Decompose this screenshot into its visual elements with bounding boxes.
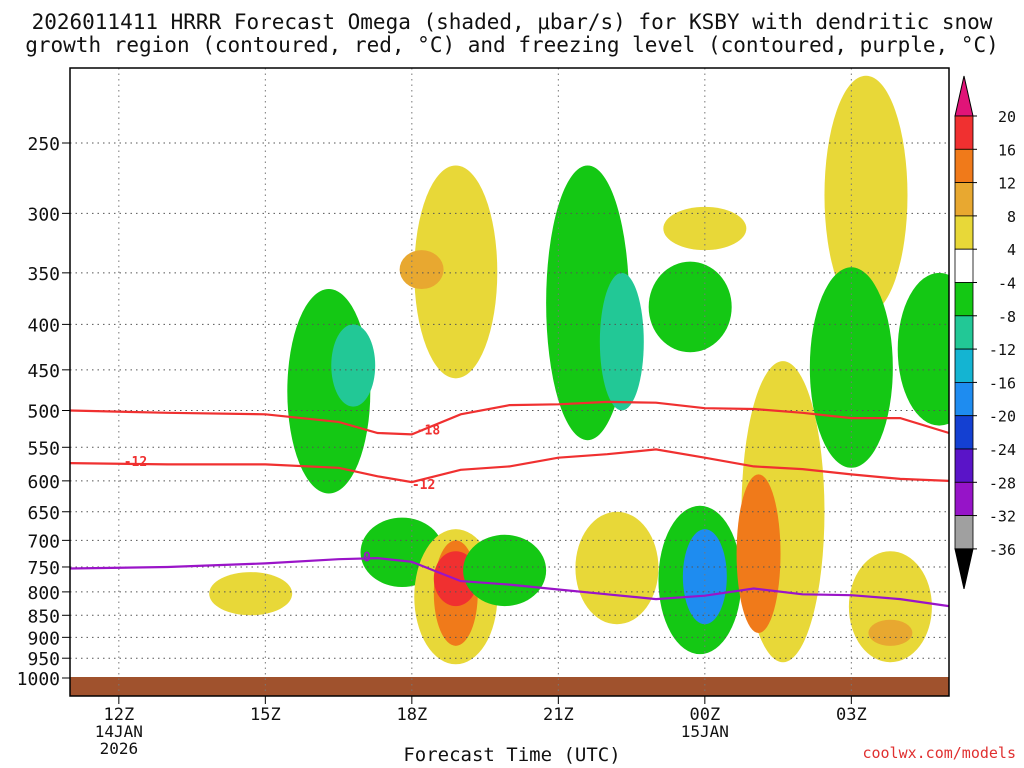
y-tick-label: 600 bbox=[27, 472, 60, 493]
x-tick-sublabel: 14JAN bbox=[95, 722, 143, 741]
contour-line-1 bbox=[70, 448, 949, 484]
y-tick-label: 550 bbox=[27, 438, 60, 459]
colorbar-swatch bbox=[954, 182, 974, 217]
terrain-ground bbox=[70, 677, 949, 696]
y-tick-label: 1000 bbox=[17, 669, 60, 690]
colorbar-label: -20 bbox=[989, 408, 1016, 426]
omega-region-11 bbox=[599, 272, 644, 411]
contour-label-3: 0 bbox=[363, 551, 371, 566]
contour-line-2 bbox=[70, 556, 949, 608]
y-tick-label: 900 bbox=[27, 628, 60, 649]
colorbar-label: 4 bbox=[1007, 241, 1016, 259]
credit-link[interactable]: coolwx.com/models bbox=[862, 744, 1016, 762]
y-tick-label: 300 bbox=[27, 204, 60, 225]
contour-label-0: -18 bbox=[417, 423, 441, 438]
colorbar-swatch bbox=[954, 381, 974, 417]
contour-label-2: -12 bbox=[412, 478, 435, 493]
colorbar-label: -8 bbox=[998, 308, 1016, 326]
colorbar-label: -16 bbox=[989, 374, 1016, 392]
colorbar-label: 12 bbox=[998, 175, 1016, 193]
y-tick-label: 500 bbox=[27, 402, 60, 423]
y-tick-label: 400 bbox=[27, 315, 60, 336]
x-tick-label: 03Z bbox=[836, 705, 867, 725]
ground-surface bbox=[70, 677, 949, 696]
plot-frame bbox=[69, 67, 950, 697]
omega-region-19 bbox=[824, 75, 908, 315]
omega-region-2 bbox=[414, 165, 498, 379]
y-tick-label: 450 bbox=[27, 361, 60, 382]
colorbar-swatch bbox=[954, 348, 974, 383]
x-axis-label: Forecast Time (UTC) bbox=[403, 744, 621, 766]
omega-region-16 bbox=[682, 529, 727, 625]
colorbar-swatch bbox=[954, 248, 974, 283]
contour-labels: -18 -12 -12 0 bbox=[124, 423, 441, 565]
y-tick-label: 250 bbox=[27, 134, 60, 155]
omega-region-21 bbox=[897, 272, 949, 426]
y-tick-label: 350 bbox=[27, 264, 60, 285]
x-tick-sublabel: 2026 bbox=[100, 739, 139, 758]
colorbar-swatch bbox=[954, 448, 974, 483]
x-tick-label: 18Z bbox=[396, 705, 427, 725]
colorbar-swatch bbox=[954, 315, 974, 350]
colorbar-label: 8 bbox=[1007, 208, 1016, 226]
colorbar-swatch bbox=[954, 515, 974, 550]
colorbar-label: -32 bbox=[989, 508, 1016, 526]
colorbar-top-arrow bbox=[954, 75, 974, 117]
colorbar-swatch bbox=[954, 282, 974, 317]
y-tick-label: 700 bbox=[27, 531, 60, 552]
omega-shading bbox=[209, 75, 949, 665]
omega-region-12 bbox=[648, 261, 732, 353]
colorbar: 20 16 12 8 4 -4 -8 -12 -16 -20 -24 -28 -32 -36 bbox=[954, 75, 1016, 590]
omega-region-9 bbox=[463, 534, 547, 607]
y-tick-label: 850 bbox=[27, 606, 60, 627]
x-tick-label: 21Z bbox=[543, 705, 574, 725]
grid-lines bbox=[70, 68, 949, 696]
colorbar-label: -4 bbox=[998, 275, 1016, 293]
contour-label-1: -12 bbox=[124, 455, 147, 470]
y-tick-label: 750 bbox=[27, 558, 60, 579]
y-tick-label: 800 bbox=[27, 583, 60, 604]
omega-region-23 bbox=[868, 619, 913, 646]
colorbar-swatch bbox=[954, 481, 974, 516]
colorbar-label: -36 bbox=[989, 541, 1016, 559]
x-tick-label: 12Z bbox=[103, 705, 134, 725]
colorbar-label: -24 bbox=[989, 441, 1016, 459]
omega-region-4 bbox=[209, 572, 293, 616]
omega-region-18 bbox=[736, 474, 781, 634]
x-tick-sublabel: 15JAN bbox=[681, 722, 729, 741]
omega-region-1 bbox=[331, 324, 376, 407]
x-tick-label: 00Z bbox=[689, 705, 720, 725]
colorbar-label: 20 bbox=[998, 108, 1016, 126]
colorbar-swatch bbox=[954, 115, 974, 150]
omega-region-3 bbox=[399, 250, 444, 290]
colorbar-swatch bbox=[954, 215, 974, 250]
x-tick-label: 15Z bbox=[250, 705, 281, 725]
y-tick-label: 950 bbox=[27, 649, 60, 670]
y-axis: 2503003504004505005506006507007508008509… bbox=[17, 134, 70, 690]
chart-title-line-1: 2026011411 HRRR Forecast Omega (shaded, … bbox=[31, 10, 993, 34]
colorbar-bottom-arrow bbox=[954, 548, 974, 590]
colorbar-label: -12 bbox=[989, 341, 1016, 359]
colorbar-label: -28 bbox=[989, 474, 1016, 492]
contour-line-0 bbox=[70, 400, 949, 436]
colorbar-label: 16 bbox=[998, 141, 1016, 159]
colorbar-swatch bbox=[954, 148, 974, 184]
chart-title-line-2: growth region (contoured, red, °C) and f… bbox=[25, 33, 999, 57]
y-tick-label: 650 bbox=[27, 503, 60, 524]
isotherm-contours bbox=[70, 400, 949, 608]
colorbar-swatch bbox=[954, 415, 974, 450]
omega-region-14 bbox=[575, 511, 659, 625]
